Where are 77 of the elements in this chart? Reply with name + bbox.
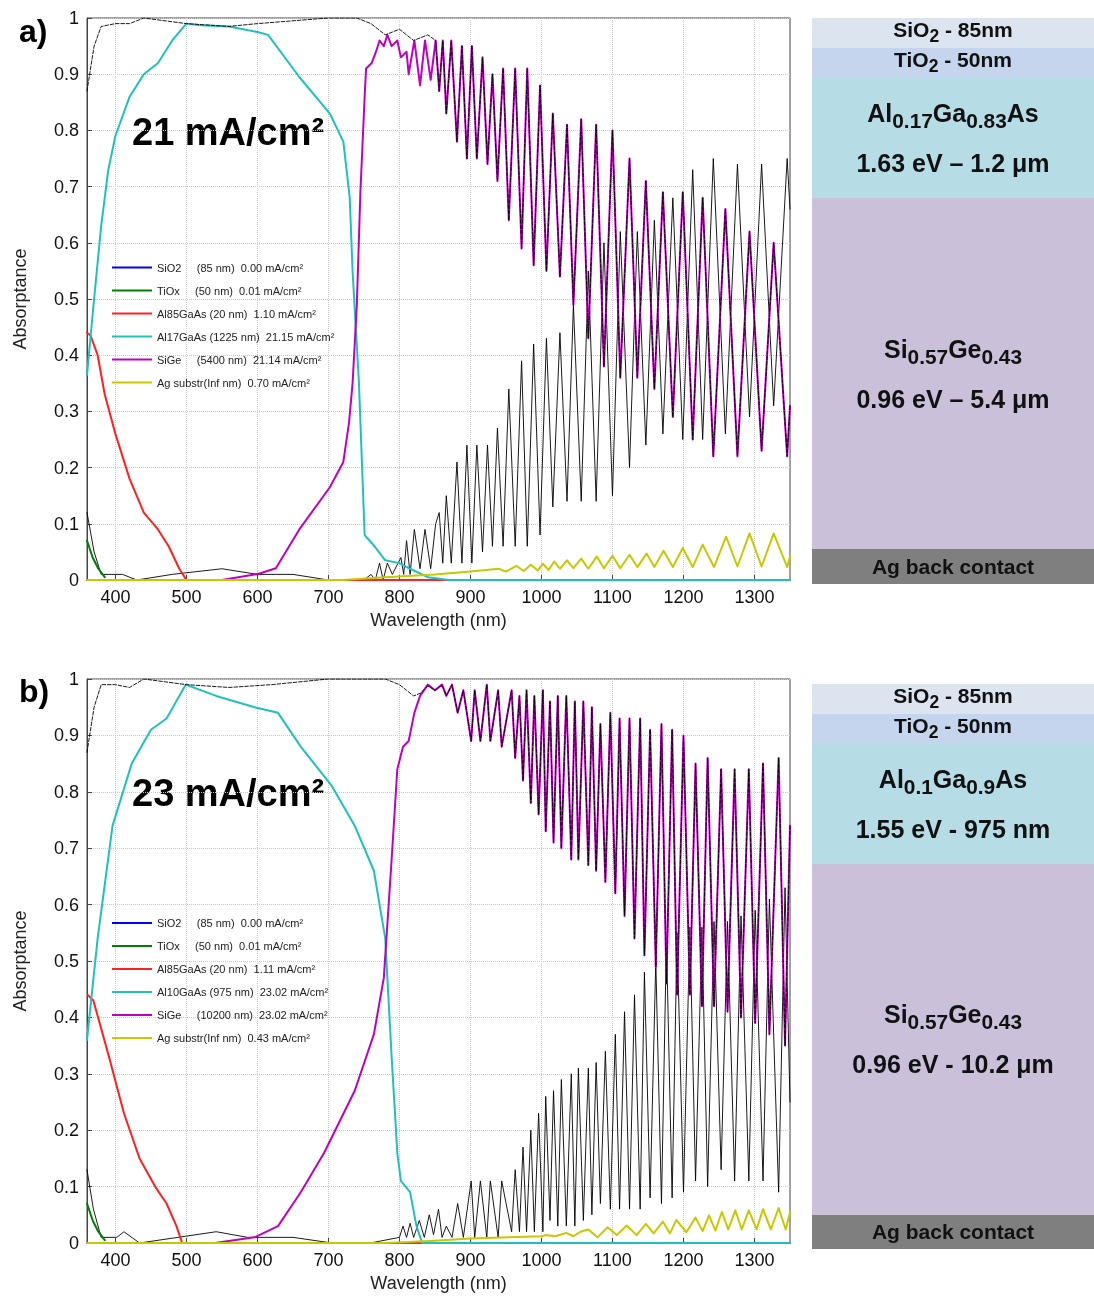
x-tick-label: 900 xyxy=(455,1250,486,1270)
x-tick-label: 400 xyxy=(100,1250,131,1270)
annotation: 21 mA/cm² xyxy=(132,111,325,153)
y-tick-label: 0.9 xyxy=(53,64,79,85)
text: Si$_{0.57}$Ge$_{0.43}$ 0.96 eV – 5.4 μm xyxy=(856,333,1050,415)
y-tick-label: 0.7 xyxy=(53,838,79,859)
x-tick-label: 500 xyxy=(171,1250,202,1270)
x-tick-label: 700 xyxy=(313,587,344,607)
legend-label: Ag substr(Inf nm) 0.70 mA/cm² xyxy=(157,376,311,389)
annotation: 23 mA/cm² xyxy=(132,772,325,814)
y-tick-label: 0.4 xyxy=(53,345,79,366)
legend-label: SiGe (5400 nm) 21.14 mA/cm² xyxy=(157,353,322,366)
x-tick-label: 900 xyxy=(455,587,486,607)
x-axis-title: Wavelength (nm) xyxy=(370,609,507,630)
x-tick-label: 1000 xyxy=(521,1250,562,1270)
line-series xyxy=(86,532,791,581)
legend-label: Al17GaAs (1225 nm) 21.15 mA/cm² xyxy=(157,330,335,343)
legend-label: SiO2 (85 nm) 0.00 mA/cm² xyxy=(157,261,304,274)
chart-title: b) xyxy=(19,673,50,709)
legend-label: Al10GaAs (975 nm) 23.02 mA/cm² xyxy=(157,986,329,998)
x-tick-label: 1100 xyxy=(593,1250,632,1270)
text: Ag back contact xyxy=(871,1220,1035,1244)
x-tick-label: 1200 xyxy=(663,1250,704,1270)
y-tick-label: 0.4 xyxy=(53,1007,79,1028)
text: Ag back contact xyxy=(871,554,1035,579)
y-tick-label: 0.8 xyxy=(53,120,79,141)
y-tick-label: 0.2 xyxy=(53,1120,79,1141)
chart-title: a) xyxy=(19,13,48,49)
y-tick-label: 1 xyxy=(68,669,79,689)
y-tick-label: 0.6 xyxy=(53,894,79,915)
y-tick-label: 0.3 xyxy=(53,401,79,422)
y-tick-label: 1 xyxy=(68,8,79,28)
text: Al$_{0.17}$Ga$_{0.83}$As 1.63 eV – 1.2 μm xyxy=(856,98,1050,180)
x-tick-label: 1300 xyxy=(734,587,775,607)
y-tick-label: 0.2 xyxy=(53,457,79,478)
x-tick-label: 1100 xyxy=(593,587,632,607)
y-tick-label: 0.9 xyxy=(53,725,79,746)
text: SiO$_{2}$ - 85nm xyxy=(893,684,1013,715)
x-tick-label: 1000 xyxy=(521,587,562,607)
legend-label: SiO2 (85 nm) 0.00 mA/cm² xyxy=(157,917,304,929)
x-tick-label: 800 xyxy=(384,587,415,607)
x-tick-label: 600 xyxy=(242,587,273,607)
x-tick-label: 800 xyxy=(384,1250,415,1270)
text: Al$_{0.1}$Ga$_{0.9}$As 1.55 eV - 975 nm xyxy=(855,764,1051,846)
text: TiO$_{2}$ - 50nm xyxy=(894,714,1012,745)
text: SiO$_{2}$ - 85nm xyxy=(893,18,1013,49)
x-tick-label: 1300 xyxy=(734,1250,775,1270)
x-tick-label: 700 xyxy=(313,1250,344,1270)
text: Si$_{0.57}$Ge$_{0.43}$ 0.96 eV - 10.2 μm xyxy=(852,999,1054,1081)
legend-label: Ag substr(Inf nm) 0.43 mA/cm² xyxy=(157,1032,311,1044)
y-tick-label: 0.5 xyxy=(53,951,79,971)
y-axis-title: Absorptance xyxy=(10,248,30,350)
legend-label: SiGe (10200 nm) 23.02 mA/cm² xyxy=(157,1009,328,1021)
legend-label: Al85GaAs (20 nm) 1.10 mA/cm² xyxy=(157,307,317,320)
text: TiO$_{2}$ - 50nm xyxy=(894,48,1012,79)
y-tick-label: 0 xyxy=(68,1233,79,1253)
line-series xyxy=(86,683,791,1244)
line-series xyxy=(86,1202,106,1242)
y-tick-label: 0.1 xyxy=(53,1176,79,1197)
line-series xyxy=(86,539,106,579)
legend-label: TiOx (50 nm) 0.01 mA/cm² xyxy=(157,940,302,952)
x-axis-title: Wavelength (nm) xyxy=(370,1272,507,1293)
x-tick-label: 1200 xyxy=(663,587,704,607)
y-tick-label: 0.6 xyxy=(53,232,79,253)
y-tick-label: 0.1 xyxy=(53,513,79,534)
y-tick-label: 0.5 xyxy=(53,289,79,309)
y-tick-label: 0.7 xyxy=(53,176,79,197)
x-tick-label: 500 xyxy=(171,587,202,607)
legend-label: TiOx (50 nm) 0.01 mA/cm² xyxy=(157,284,302,297)
y-tick-label: 0.8 xyxy=(53,781,79,802)
x-tick-label: 600 xyxy=(242,1250,273,1270)
y-tick-label: 0.3 xyxy=(53,1063,79,1084)
legend-label: Al85GaAs (20 nm) 1.11 mA/cm² xyxy=(157,963,316,975)
y-axis-title: Absorptance xyxy=(10,910,30,1012)
y-tick-label: 0 xyxy=(68,570,79,590)
x-tick-label: 400 xyxy=(100,587,131,607)
line-series xyxy=(86,1207,791,1244)
